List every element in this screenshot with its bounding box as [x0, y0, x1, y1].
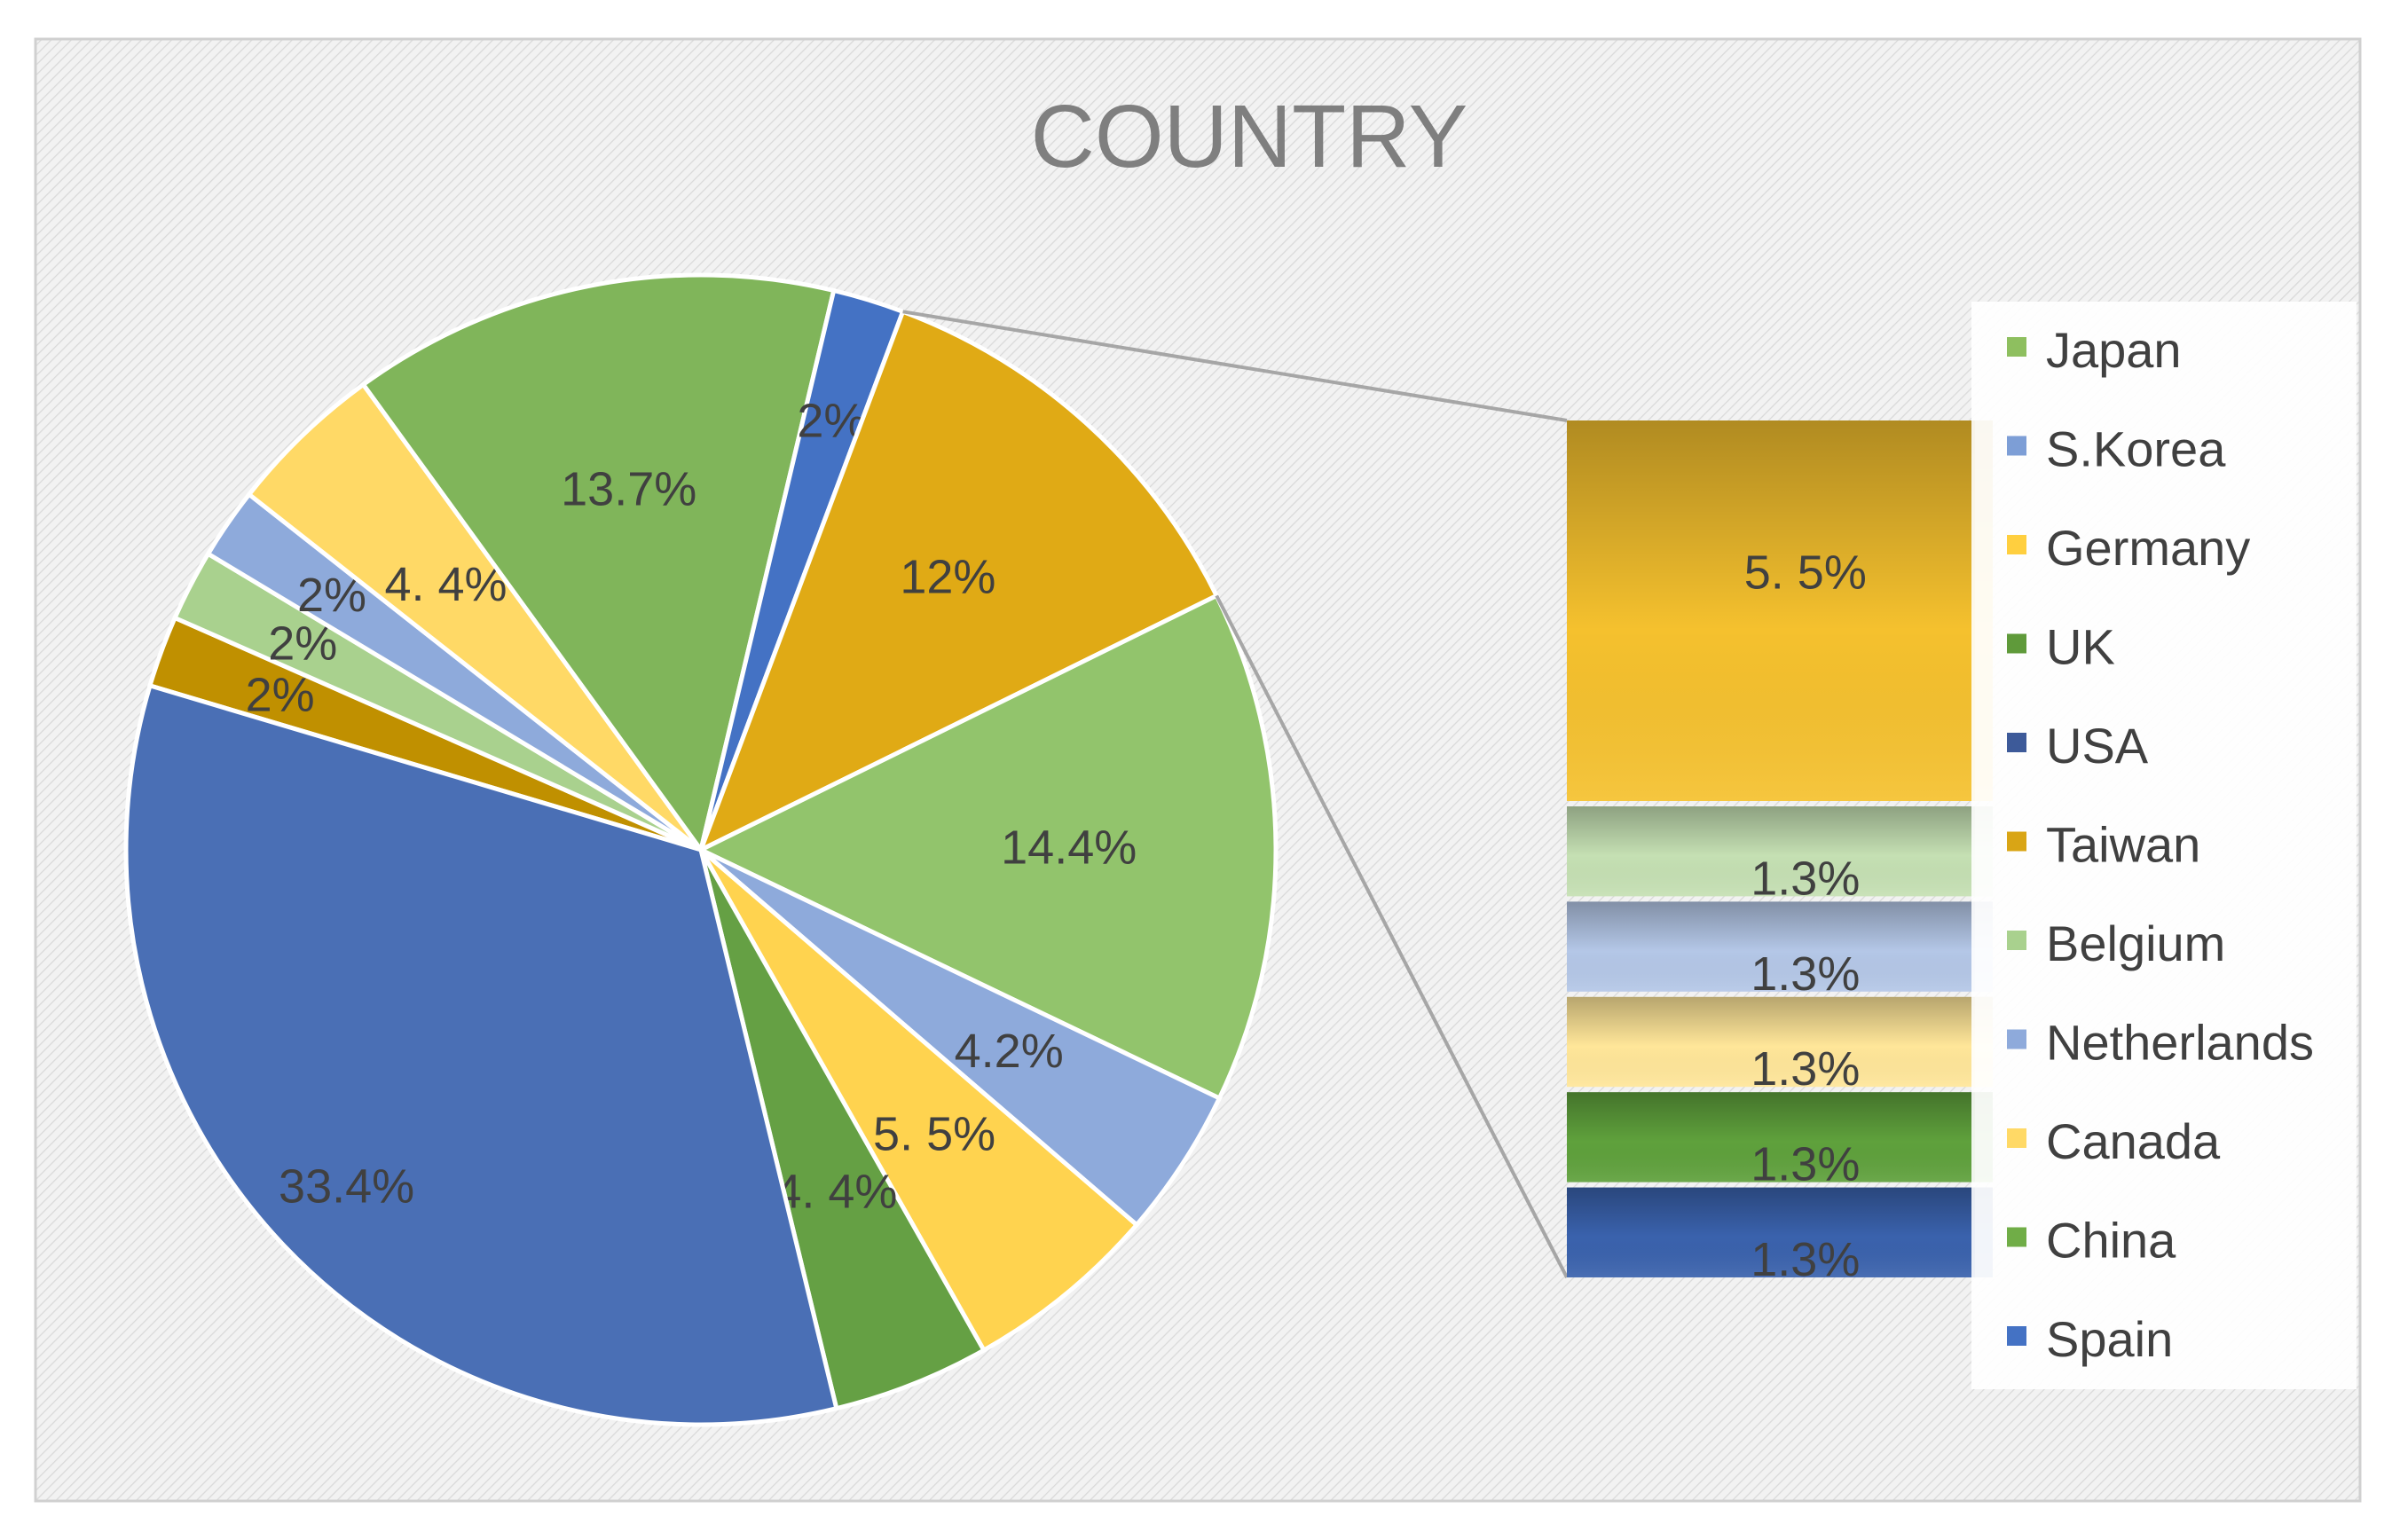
bar-segment-shade-3	[1567, 996, 1993, 1088]
legend-swatch-spain	[2007, 1326, 2026, 1346]
legend-label-belgium: Belgium	[2046, 915, 2225, 971]
legend-label-spain: Spain	[2046, 1311, 2173, 1367]
bar-segment-shade-5	[1567, 1187, 1993, 1277]
slice-label-3: 4. 4%	[384, 558, 507, 611]
legend-swatch-netherlands	[2007, 1029, 2026, 1049]
legend-label-taiwan: Taiwan	[2046, 817, 2200, 873]
bar-label-4: 1.3%	[1751, 1138, 1860, 1191]
bar-segment-shade-4	[1567, 1092, 1993, 1182]
legend-label-china: China	[2046, 1213, 2176, 1269]
pie-slice-7	[696, 593, 1279, 1102]
legend-label-germany: Germany	[2046, 520, 2250, 576]
legend-label-netherlands: Netherlands	[2046, 1015, 2314, 1071]
legend-label-uk: UK	[2046, 619, 2115, 675]
legend-label-usa: USA	[2046, 718, 2149, 774]
connector-line-top	[902, 310, 1568, 422]
pie-slice-11	[123, 682, 839, 1427]
bar-segment-shade-2	[1567, 901, 1993, 992]
legend-swatch-canada	[2007, 1128, 2026, 1148]
legend-label-japan: Japan	[2046, 322, 2182, 378]
pie: 2%2%2% 4. 4%13.7%2%12%14.4%4.2%5. 5%4. 4%…	[123, 272, 1279, 1427]
pie-slice-9	[698, 848, 1140, 1354]
slice-label-11: 33.4%	[279, 1159, 414, 1213]
connector-lines	[902, 310, 1569, 1278]
pie-slice-8	[699, 847, 1223, 1229]
pie-slice-4	[360, 272, 837, 855]
slice-label-8: 4.2%	[955, 1025, 1064, 1078]
bar-segment-shade-0	[1567, 420, 1993, 801]
slice-label-9: 5. 5%	[873, 1108, 995, 1161]
bar-label-2: 1.3%	[1751, 947, 1860, 1001]
connector-line-bottom	[1215, 594, 1569, 1278]
pie-slice-10	[698, 848, 987, 1411]
slice-label-4: 13.7%	[561, 462, 696, 515]
legend-swatch-taiwan	[2007, 831, 2026, 852]
legend: Japan S.Korea Germany UK USA Taiwan Belgium Net…	[2007, 322, 2314, 1367]
legend-label-canada: Canada	[2046, 1113, 2221, 1169]
slice-label-10: 4. 4%	[775, 1166, 897, 1219]
stacked-bar: 5. 5% 1.3% 1.3% 1.3% 1.3% 1.3%	[1567, 420, 1993, 1286]
slice-label-7: 14.4%	[1001, 821, 1137, 875]
legend-swatch-usa	[2007, 733, 2026, 752]
bar-label-3: 1.3%	[1751, 1042, 1860, 1096]
bar-label-1: 1.3%	[1751, 852, 1860, 905]
chart-title: COUNTRY	[1031, 87, 1468, 186]
pie-slice-6	[696, 309, 1220, 855]
slice-label-0: 2%	[246, 669, 315, 722]
legend-swatch-belgium	[2007, 931, 2026, 950]
pie-slice-3	[246, 381, 704, 852]
legend-swatch-s-korea	[2007, 436, 2026, 456]
bar-label-5: 1.3%	[1751, 1233, 1860, 1286]
legend-swatch-japan	[2007, 337, 2026, 357]
legend-swatch-uk	[2007, 633, 2026, 654]
bar-label-0: 5. 5%	[1744, 546, 1867, 600]
legend-swatch-china	[2007, 1227, 2026, 1247]
legend-box	[1971, 302, 2357, 1389]
bar-segment-shade-1	[1567, 806, 1993, 897]
slice-label-6: 12%	[900, 551, 995, 604]
legend-label-s-korea: S.Korea	[2046, 421, 2226, 477]
legend-swatch-germany	[2007, 535, 2026, 554]
